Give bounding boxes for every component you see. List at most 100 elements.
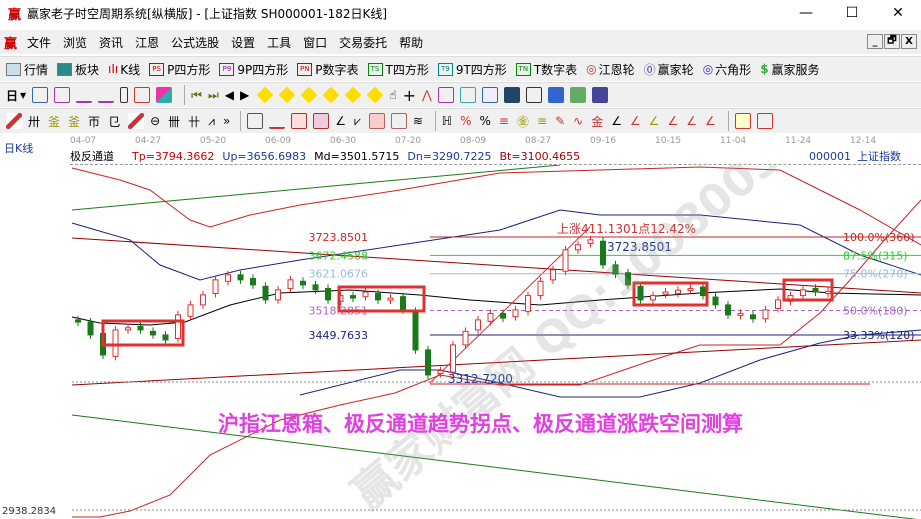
box-icon[interactable]: [247, 113, 264, 129]
save-icon[interactable]: [547, 87, 564, 103]
n2-icon[interactable]: 卄: [188, 114, 201, 129]
mdi-restore-button[interactable]: 🗗: [884, 34, 900, 49]
menu-help[interactable]: 帮助: [399, 35, 424, 50]
layout2-icon[interactable]: [756, 113, 773, 129]
layout1-icon[interactable]: [734, 113, 751, 129]
document-icon[interactable]: [525, 87, 542, 103]
gold-icon[interactable]: 釜: [48, 114, 61, 129]
fan-icon[interactable]: [269, 113, 286, 129]
shift-left-icon[interactable]: [256, 86, 274, 104]
gift-icon[interactable]: [437, 87, 454, 103]
vertical-icon[interactable]: [366, 86, 384, 104]
menu-tools[interactable]: 工具: [267, 35, 292, 50]
lines-icon[interactable]: ≋: [412, 114, 423, 128]
overlay-icon[interactable]: [134, 87, 151, 103]
wave-icon[interactable]: [459, 87, 476, 103]
quotes-button[interactable]: 行情: [6, 61, 48, 78]
t-number-table-button[interactable]: TN T数字表: [515, 61, 577, 78]
period-select[interactable]: 日: [6, 88, 19, 103]
9t-square-button[interactable]: T9 9T四方形: [437, 61, 507, 78]
menu-gann[interactable]: 江恩: [135, 35, 160, 50]
first-page-icon[interactable]: ⏮: [191, 87, 202, 102]
kline-chart[interactable]: 3723.8501 100.0%(360) 3672.4588 87.5%(315) 3…: [0, 165, 921, 519]
candle-style-icon[interactable]: [120, 87, 129, 103]
t-square-button[interactable]: TS T四方形: [367, 61, 429, 78]
network-icon[interactable]: [569, 87, 586, 103]
p-number-table-button[interactable]: PN P数字表: [297, 61, 359, 78]
brush-icon[interactable]: ✎: [555, 114, 566, 128]
fan-f-icon[interactable]: ∠: [629, 114, 641, 128]
fan-win-icon[interactable]: ∠: [686, 114, 698, 128]
gold-lines-icon[interactable]: ≡: [537, 114, 548, 128]
sine-icon[interactable]: ∿: [573, 114, 584, 128]
close-button[interactable]: ✕: [892, 5, 904, 21]
more-icon[interactable]: »: [222, 114, 231, 128]
pen-icon[interactable]: [6, 113, 22, 129]
bars-icon[interactable]: 卅: [28, 114, 41, 129]
hatch-icon[interactable]: [390, 113, 407, 129]
ladder-icon[interactable]: ℍ: [441, 114, 453, 128]
last-page-icon[interactable]: ⏭: [207, 87, 219, 102]
fib-icon[interactable]: 帀: [88, 114, 101, 129]
menu-trade[interactable]: 交易委托: [339, 35, 388, 50]
menu-settings[interactable]: 设置: [231, 35, 256, 50]
percent-fan-icon[interactable]: %: [460, 114, 472, 128]
gann-grid-icon[interactable]: [313, 113, 330, 129]
right-arrow-icon[interactable]: ▶: [240, 88, 250, 102]
menu-formula[interactable]: 公式选股: [171, 35, 220, 50]
zoom-in-icon[interactable]: [322, 86, 340, 104]
mdi-close-button[interactable]: X: [901, 34, 917, 49]
menu-browse[interactable]: 浏览: [63, 35, 88, 50]
volume3-icon[interactable]: [76, 87, 93, 103]
maximize-button[interactable]: ☐: [845, 5, 859, 21]
line-icon[interactable]: ⋀: [421, 88, 432, 102]
marker-icon[interactable]: [128, 113, 145, 129]
calendar-icon[interactable]: [481, 87, 498, 103]
crosshair-icon[interactable]: +: [402, 85, 416, 105]
winner-wheel-button[interactable]: ⓪ 赢家轮: [643, 62, 694, 77]
kline-button[interactable]: ıIı K线: [108, 62, 141, 77]
notes-icon[interactable]: [54, 87, 71, 103]
grid-draw-icon[interactable]: [368, 113, 385, 129]
p-square-button[interactable]: PS P四方形: [149, 61, 210, 78]
circle-icon[interactable]: ⊖: [150, 114, 161, 128]
percent-lines-icon[interactable]: ≡: [498, 114, 509, 128]
chevron-down-icon[interactable]: ▼: [20, 90, 27, 100]
9p-square-button[interactable]: P9 9P四方形: [219, 61, 288, 78]
calculator-icon[interactable]: [503, 87, 520, 103]
gold-fan-icon[interactable]: 金: [591, 114, 604, 129]
winner-service-button[interactable]: $ 赢家服务: [760, 62, 820, 77]
gann-box-icon[interactable]: [291, 113, 308, 129]
triangle-icon[interactable]: ⩘: [208, 113, 215, 128]
percent-icon[interactable]: %: [479, 114, 491, 128]
fan-j-icon[interactable]: ∠: [611, 114, 622, 128]
zigzag-icon[interactable]: ⩗: [354, 113, 361, 128]
fan-four-icon[interactable]: ∠: [705, 114, 716, 128]
sectors-button[interactable]: 板块: [57, 61, 99, 78]
minimize-button[interactable]: —: [799, 5, 813, 21]
left-arrow-icon[interactable]: ◀: [224, 88, 235, 102]
hexagon-button[interactable]: ◎ 六角形: [702, 62, 752, 77]
shift-right-icon[interactable]: [278, 86, 296, 104]
cycle-icon[interactable]: 卌: [168, 114, 181, 129]
spiral-icon[interactable]: 㔾: [108, 114, 121, 129]
chart-type-icon[interactable]: [32, 87, 49, 103]
volume9-icon[interactable]: [98, 87, 115, 103]
gann-wheel-button[interactable]: ◎ 江恩轮: [586, 62, 635, 77]
flag-icon[interactable]: [156, 87, 173, 103]
fan-gold-icon[interactable]: ∠: [648, 114, 660, 128]
fan-god-icon[interactable]: ∠: [667, 114, 679, 128]
mdi-minimize-button[interactable]: _: [867, 34, 883, 49]
menu-info[interactable]: 资讯: [99, 35, 124, 50]
print-icon[interactable]: [591, 87, 608, 103]
angle-icon[interactable]: ∠: [335, 114, 347, 128]
menu-file[interactable]: 文件: [27, 35, 52, 50]
expand-icon[interactable]: [344, 86, 362, 104]
hand-icon[interactable]: ☝: [389, 88, 397, 102]
menu-window[interactable]: 窗口: [303, 35, 328, 50]
gold2-icon[interactable]: 釜: [68, 114, 81, 129]
zoom-out-icon[interactable]: [300, 86, 318, 104]
gann-box-4: [782, 278, 834, 302]
gold-coin-icon[interactable]: ㊎: [516, 114, 529, 129]
candle-body: [362, 291, 369, 298]
